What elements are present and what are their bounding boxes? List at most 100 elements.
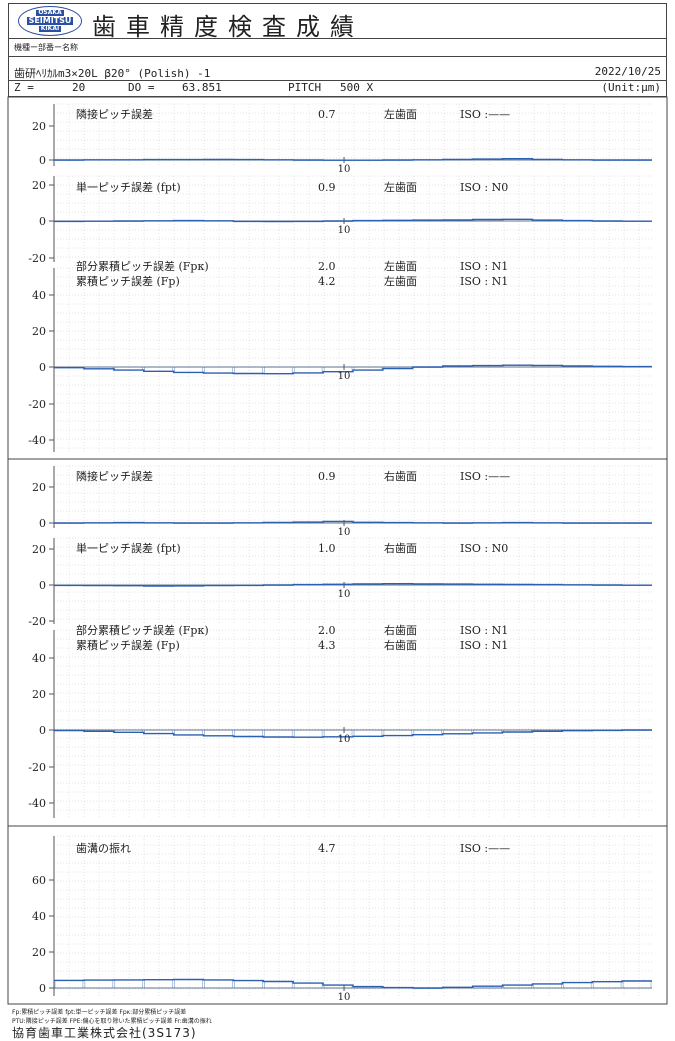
heading-1-flank: 左歯面 [384, 108, 417, 121]
cumulative-total-2-value: 4.3 [318, 639, 336, 652]
runout-label: 歯溝の振れ [76, 841, 131, 855]
y-tick-label: 0 [39, 724, 46, 737]
header-divider-3 [8, 80, 667, 81]
data-bar [263, 729, 293, 738]
heading-4-flank: 右歯面 [384, 469, 417, 483]
heading-2-label: 単一ピッチ誤差 (fpt) [76, 180, 181, 194]
cumulative-partial-1-label: 部分累積ピッチ誤差 (Fpκ) [76, 259, 209, 273]
chart-panel-7 [49, 835, 652, 996]
heading-5-iso: ISO : N0 [460, 542, 508, 555]
part-name-label: 機種ー部番ー名称 [14, 43, 78, 52]
header-divider-2 [8, 56, 667, 57]
cumulative-partial-1-iso: ISO : N1 [460, 260, 508, 273]
chart-panel-6 [49, 629, 652, 818]
heading-4-value: 0.9 [318, 470, 336, 483]
data-bar [144, 979, 173, 989]
y-tick-label: 20 [32, 688, 46, 701]
runout-iso: ISO :—— [460, 842, 510, 855]
cumulative-partial-2-flank: 右歯面 [384, 623, 417, 637]
y-tick-label: 0 [39, 361, 46, 374]
data-bar [263, 981, 293, 989]
data-bar [234, 729, 263, 737]
y-tick-label: 40 [32, 910, 46, 923]
heading-2-value: 0.9 [318, 181, 336, 194]
data-bar [234, 980, 263, 989]
y-tick-label: -40 [28, 434, 46, 447]
y-tick-label: 0 [39, 215, 46, 228]
x-tick-label: 10 [338, 371, 351, 382]
cumulative-total-1-value: 4.2 [318, 275, 336, 288]
data-bar [413, 729, 442, 735]
data-bar [562, 982, 592, 989]
data-bar [234, 366, 263, 374]
data-bar [293, 982, 323, 989]
logo-line-3: KIKAI [38, 25, 62, 32]
y-tick-label: -20 [28, 398, 46, 411]
heading-2-iso: ISO : N0 [460, 181, 508, 194]
report-date: 2022/10/25 [594, 65, 661, 78]
y-tick-label: -40 [28, 797, 46, 810]
company-name: 協育歯車工業株式会社(3S173) [12, 1026, 197, 1040]
data-bar [353, 729, 383, 737]
heading-1-label: 隣接ピッチ誤差 [76, 107, 153, 121]
data-bar [592, 981, 622, 989]
unit-label: (Unit:μm) [601, 81, 661, 94]
data-bar [174, 979, 203, 989]
x-tick-label: 10 [338, 589, 351, 600]
cumulative-total-1-flank: 左歯面 [384, 275, 417, 288]
data-bar [174, 366, 203, 373]
company-logo: OSAKA SEIMITSU KIKAI [18, 6, 82, 36]
data-trace [54, 583, 652, 587]
y-tick-label: 20 [32, 543, 46, 556]
cumulative-partial-1-flank: 左歯面 [384, 260, 417, 273]
cumulative-partial-2-label: 部分累積ピッチ誤差 (Fpκ) [76, 623, 209, 637]
pitch-value: 500 X [340, 81, 374, 94]
y-tick-label: 20 [32, 946, 46, 959]
gear-spec: 歯研ﾍﾘｶﾙm3×20L β20° (Polish) -1 [14, 67, 211, 80]
data-trace [54, 158, 652, 161]
data-trace [54, 218, 652, 223]
data-trace [54, 520, 652, 524]
y-tick-label: 0 [39, 154, 46, 167]
heading-1-value: 0.7 [318, 108, 336, 121]
y-tick-label: -20 [28, 615, 46, 628]
x-tick-label: 10 [338, 225, 351, 236]
logo-line-2: SEIMITSU [26, 16, 74, 25]
data-bar [204, 979, 233, 989]
y-tick-label: 60 [32, 874, 46, 887]
heading-4-label: 隣接ピッチ誤差 [76, 469, 153, 483]
data-bar [263, 366, 293, 374]
heading-5-label: 単一ピッチ誤差 (fpt) [76, 541, 181, 555]
data-bar [174, 729, 203, 736]
runout-section-box [7, 825, 668, 1005]
cumulative-total-2-label: 累積ピッチ誤差 (Fp) [76, 638, 180, 652]
y-tick-label: -20 [28, 761, 46, 774]
cumulative-total-2-flank: 右歯面 [384, 638, 417, 652]
heading-4-iso: ISO :—— [460, 470, 510, 483]
y-tick-label: 20 [32, 120, 46, 133]
footer-legend-2: PTU:隣接ピッチ誤差 FPE:偏心を取り除いた累積ピッチ誤差 Fr:歯溝の振れ [12, 1018, 212, 1025]
x-tick-label: 10 [338, 527, 351, 538]
data-bar [204, 366, 233, 374]
outside-diameter-value: 63.851 [182, 81, 222, 94]
outside-diameter-label: DO = [128, 81, 155, 94]
cumulative-total-1-iso: ISO : N1 [460, 275, 508, 288]
y-tick-label: 20 [32, 325, 46, 338]
header-divider-1 [8, 38, 667, 39]
cumulative-total-1-label: 累積ピッチ誤差 (Fp) [76, 274, 180, 288]
chart-panel-3 [49, 267, 652, 452]
y-tick-label: 40 [32, 652, 46, 665]
y-tick-label: 0 [39, 982, 46, 995]
data-trace [54, 364, 652, 375]
data-bar [293, 729, 323, 738]
x-tick-label: 10 [338, 734, 351, 745]
y-tick-label: 20 [32, 481, 46, 494]
heading-5-value: 1.0 [318, 542, 336, 555]
data-bar [293, 366, 323, 374]
x-tick-label: 10 [338, 164, 351, 175]
data-trace [54, 978, 652, 989]
cumulative-partial-2-value: 2.0 [318, 624, 336, 637]
y-tick-label: 0 [39, 517, 46, 530]
